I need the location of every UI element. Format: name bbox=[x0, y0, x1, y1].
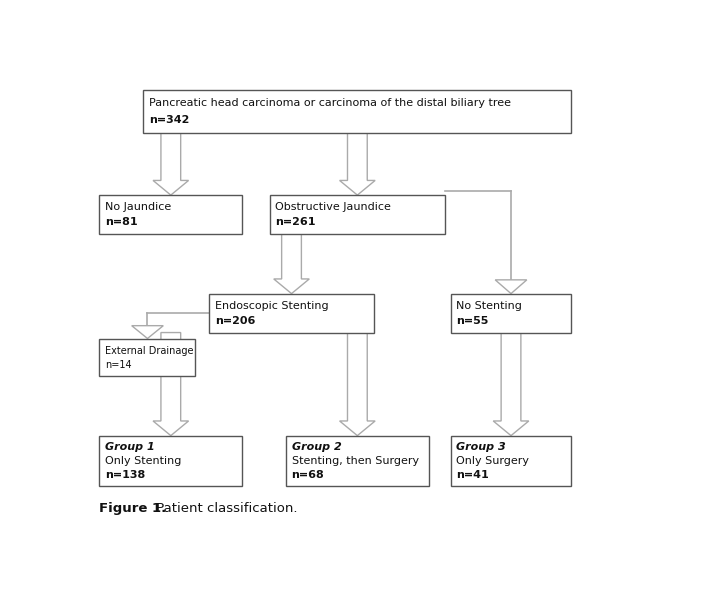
Text: n=55: n=55 bbox=[456, 315, 489, 325]
Text: Only Stenting: Only Stenting bbox=[105, 456, 181, 466]
Text: No Jaundice: No Jaundice bbox=[105, 202, 171, 212]
Text: n=342: n=342 bbox=[149, 115, 189, 125]
Bar bbox=[451, 293, 571, 333]
Text: n=81: n=81 bbox=[105, 217, 137, 227]
Bar bbox=[99, 195, 242, 234]
Polygon shape bbox=[153, 333, 188, 436]
Text: No Stenting: No Stenting bbox=[456, 300, 522, 311]
Text: Figure 1.: Figure 1. bbox=[99, 502, 166, 515]
Bar bbox=[451, 436, 571, 486]
Polygon shape bbox=[340, 333, 375, 436]
Text: n=68: n=68 bbox=[292, 469, 324, 480]
Polygon shape bbox=[493, 333, 529, 436]
Text: n=41: n=41 bbox=[456, 469, 489, 480]
Text: Group 2: Group 2 bbox=[292, 442, 341, 452]
Text: Stenting, then Surgery: Stenting, then Surgery bbox=[292, 456, 418, 466]
Polygon shape bbox=[153, 133, 188, 195]
Text: Only Surgery: Only Surgery bbox=[456, 456, 529, 466]
Polygon shape bbox=[495, 280, 527, 293]
Text: n=261: n=261 bbox=[275, 217, 316, 227]
Text: Patient classification.: Patient classification. bbox=[152, 502, 297, 515]
Text: Pancreatic head carcinoma or carcinoma of the distal biliary tree: Pancreatic head carcinoma or carcinoma o… bbox=[149, 98, 511, 108]
Text: Group 1: Group 1 bbox=[105, 442, 155, 452]
Bar bbox=[286, 436, 429, 486]
Text: n=138: n=138 bbox=[105, 469, 145, 480]
Text: Obstructive Jaundice: Obstructive Jaundice bbox=[275, 202, 391, 212]
Bar bbox=[143, 90, 571, 133]
Text: External Drainage: External Drainage bbox=[105, 346, 193, 356]
Bar bbox=[270, 195, 445, 234]
Polygon shape bbox=[340, 133, 375, 195]
Text: Endoscopic Stenting: Endoscopic Stenting bbox=[215, 300, 329, 311]
Bar bbox=[99, 436, 242, 486]
Polygon shape bbox=[132, 325, 164, 339]
Bar bbox=[99, 339, 195, 376]
Bar bbox=[210, 293, 374, 333]
Text: n=14: n=14 bbox=[105, 359, 132, 369]
Text: n=206: n=206 bbox=[215, 315, 255, 325]
Text: Group 3: Group 3 bbox=[456, 442, 506, 452]
Polygon shape bbox=[274, 234, 309, 293]
